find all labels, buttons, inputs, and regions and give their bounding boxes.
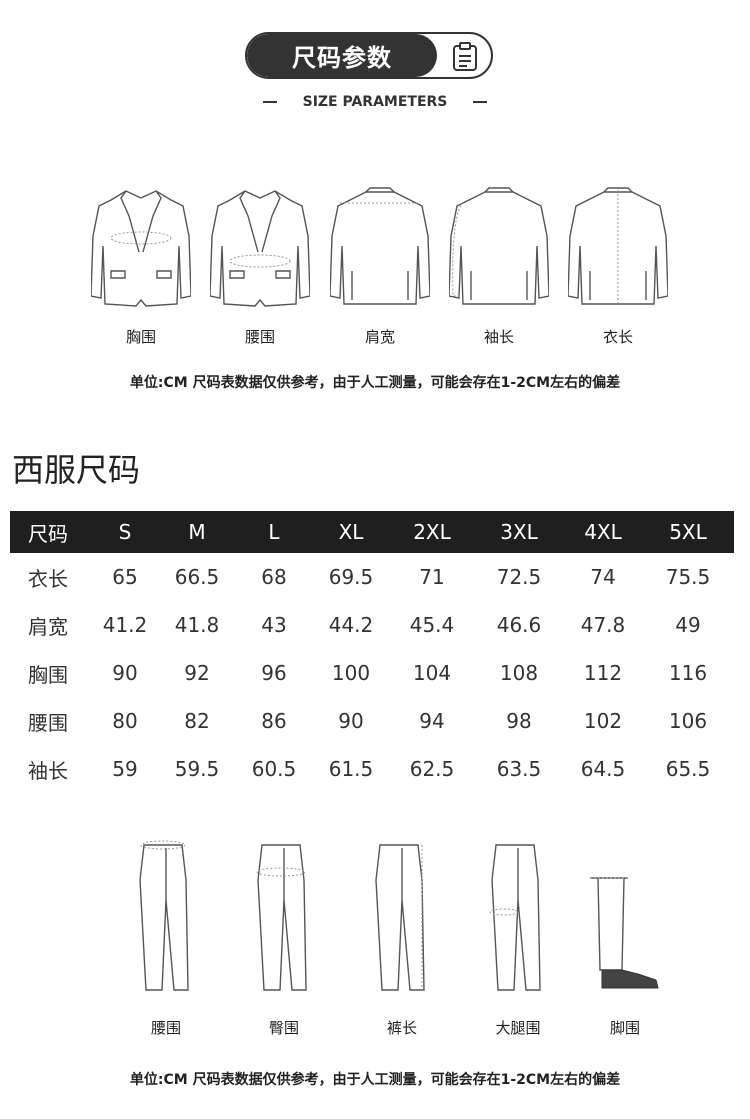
figure-label: 胸围 (125, 328, 156, 346)
row-label: 胸围 (28, 662, 68, 687)
table-cell: 60.5 (251, 757, 297, 781)
table-cell: XL (338, 520, 364, 544)
pants-figure-hem: 脚围 (588, 870, 662, 1038)
section-title: 西服尺码 (12, 451, 141, 489)
measurement-note-bottom: 单位:CM 尺码表数据仅供参考，由于人工测量，可能会存在1-2CM左右的偏差 (129, 1072, 621, 1088)
table-row: 胸围 90 92 96 100 104 108 112 116 (10, 649, 734, 697)
table-cell: 80 (112, 709, 138, 733)
table-cell: 106 (668, 709, 708, 733)
table-cell: 61.5 (328, 757, 374, 781)
table-cell: L (268, 520, 280, 544)
figure-label: 大腿围 (495, 1019, 541, 1037)
table-cell: 64.5 (580, 757, 626, 781)
table-cell: 2XL (413, 520, 451, 544)
table-cell: 72.5 (496, 565, 542, 589)
figure-label: 脚围 (609, 1019, 640, 1037)
pants-hem-illustration (590, 877, 659, 989)
table-cell: 90 (112, 661, 138, 685)
table-cell: 46.6 (496, 613, 542, 637)
row-label: 衣长 (28, 566, 68, 591)
pants-waist-illustration (139, 840, 189, 991)
table-cell: 66.5 (174, 565, 220, 589)
clipboard-icon (453, 42, 477, 71)
table-row: 肩宽 41.2 41.8 43 44.2 45.4 46.6 47.8 49 (10, 601, 734, 649)
table-cell: 74 (590, 565, 616, 589)
table-cell: 68 (261, 565, 287, 589)
row-label: 尺码 (28, 521, 68, 546)
table-cell: 116 (668, 661, 708, 685)
table-cell: S (118, 520, 132, 544)
table-cell: 92 (184, 661, 210, 685)
table-cell: 102 (583, 709, 623, 733)
table-cell: 5XL (669, 520, 707, 544)
subtitle: SIZE PARAMETERS (0, 94, 750, 110)
table-cell: 63.5 (496, 757, 542, 781)
jacket-figure-chest: 胸围 (90, 186, 192, 347)
figure-label: 袖长 (483, 328, 514, 346)
table-cell: 45.4 (409, 613, 455, 637)
table-cell: 112 (583, 661, 623, 685)
table-cell: 47.8 (580, 613, 626, 637)
table-cell: 86 (261, 709, 287, 733)
pants-figure-thigh: 大腿围 (488, 840, 548, 1038)
jacket-sleeve-illustration (448, 187, 550, 305)
pants-figure-hip: 臀围 (254, 840, 314, 1038)
jacket-shoulder-illustration (329, 187, 431, 305)
table-cell: 71 (419, 565, 445, 589)
figure-label: 腰围 (150, 1019, 181, 1037)
table-cell: 59.5 (174, 757, 220, 781)
section-header-pill: 尺码参数 (245, 32, 493, 79)
pants-thigh-illustration (489, 844, 541, 991)
table-row: 腰围 80 82 86 90 94 98 102 106 (10, 697, 734, 745)
size-table: 尺码 S M L XL 2XL 3XL 4XL 5XL 衣长 65 66.5 68 69.5 71 72.5 7… (10, 511, 734, 793)
table-cell: 44.2 (328, 613, 374, 637)
table-cell: 41.2 (102, 613, 148, 637)
row-label: 腰围 (28, 710, 68, 735)
pants-hip-illustration (256, 844, 307, 991)
table-cell: M (188, 520, 206, 544)
table-cell: 3XL (500, 520, 538, 544)
pants-figure-length: 裤长 (372, 840, 432, 1038)
table-cell: 98 (506, 709, 532, 733)
table-cell: 82 (184, 709, 210, 733)
figure-label: 衣长 (602, 328, 633, 346)
table-row: 袖长 59 59.5 60.5 61.5 62.5 63.5 64.5 65.5 (10, 745, 734, 793)
jacket-figure-shoulder: 肩宽 (329, 186, 431, 347)
table-cell: 108 (499, 661, 539, 685)
jacket-figure-sleeve: 袖长 (448, 186, 550, 347)
figure-label: 裤长 (386, 1019, 417, 1037)
header-title: 尺码参数 (247, 34, 437, 77)
table-cell: 94 (419, 709, 445, 733)
subtitle-text: SIZE PARAMETERS (302, 94, 448, 110)
table-cell: 49 (675, 613, 701, 637)
table-header-row: 尺码 S M L XL 2XL 3XL 4XL 5XL (10, 511, 734, 553)
table-cell: 59 (112, 757, 138, 781)
figure-label: 肩宽 (364, 328, 395, 346)
table-cell: 65.5 (665, 757, 711, 781)
pants-length-illustration (375, 844, 425, 991)
figure-label: 臀围 (268, 1019, 299, 1037)
measurement-note: 单位:CM 尺码表数据仅供参考，由于人工测量，可能会存在1-2CM左右的偏差 (129, 375, 621, 391)
table-cell: 96 (261, 661, 287, 685)
table-cell: 4XL (584, 520, 622, 544)
table-cell: 41.8 (174, 613, 220, 637)
table-cell: 90 (338, 709, 364, 733)
jacket-length-illustration (567, 187, 669, 305)
table-cell: 65 (112, 565, 138, 589)
table-cell: 62.5 (409, 757, 455, 781)
table-row: 衣长 65 66.5 68 69.5 71 72.5 74 75.5 (10, 553, 734, 601)
row-label: 袖长 (28, 758, 68, 783)
jacket-chest-illustration (90, 190, 192, 307)
table-cell: 100 (331, 661, 371, 685)
jacket-waist-illustration (209, 190, 311, 307)
table-cell: 69.5 (328, 565, 374, 589)
jacket-figure-waist: 腰围 (209, 186, 311, 347)
row-label: 肩宽 (28, 614, 68, 639)
pants-figure-waist: 腰围 (136, 840, 196, 1038)
table-cell: 104 (412, 661, 452, 685)
table-cell: 75.5 (665, 565, 711, 589)
figure-label: 腰围 (244, 328, 275, 346)
table-cell: 43 (261, 613, 287, 637)
jacket-figure-length: 衣长 (567, 186, 669, 347)
